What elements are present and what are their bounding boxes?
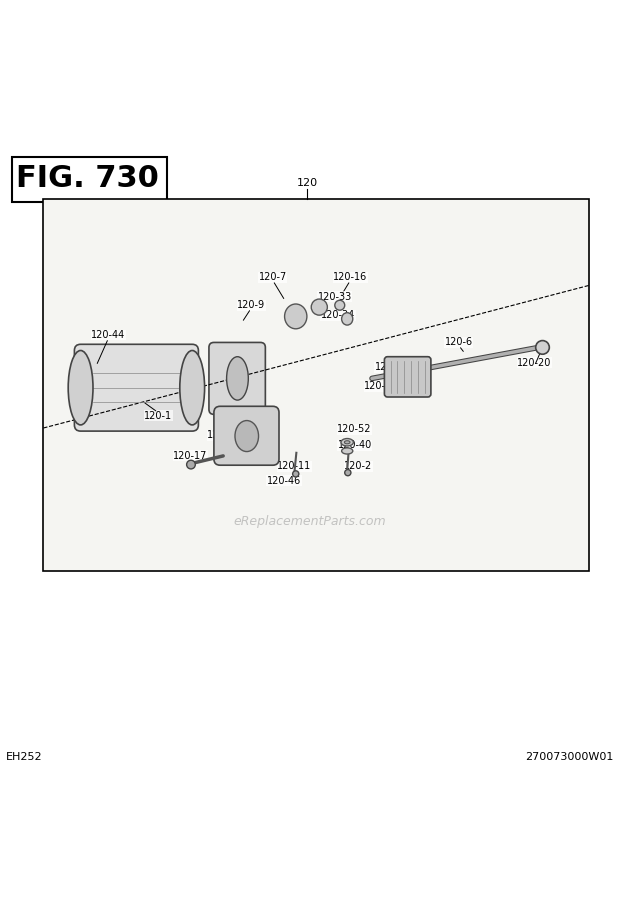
FancyBboxPatch shape (12, 157, 167, 202)
Text: 120: 120 (296, 178, 317, 188)
Text: 120-4: 120-4 (364, 382, 392, 391)
Ellipse shape (285, 304, 307, 329)
Ellipse shape (235, 420, 259, 452)
Text: EH252: EH252 (6, 752, 43, 762)
Text: 120-23: 120-23 (374, 363, 409, 372)
Text: eReplacementParts.com: eReplacementParts.com (234, 514, 386, 528)
Text: 120-33: 120-33 (317, 292, 352, 301)
Text: 270073000W01: 270073000W01 (525, 752, 614, 762)
Text: 120-1: 120-1 (144, 410, 172, 420)
Text: 120-52: 120-52 (337, 424, 372, 434)
Ellipse shape (187, 460, 195, 469)
Ellipse shape (335, 300, 345, 310)
Text: 120-20: 120-20 (517, 358, 552, 368)
Text: 120-6: 120-6 (445, 338, 473, 347)
Text: 120-2: 120-2 (344, 462, 373, 472)
Ellipse shape (345, 441, 350, 443)
Ellipse shape (342, 448, 353, 454)
Text: 120-11: 120-11 (277, 462, 312, 472)
FancyBboxPatch shape (384, 357, 431, 397)
Text: FIG. 730: FIG. 730 (16, 164, 158, 194)
Text: 120-22: 120-22 (215, 412, 250, 422)
Ellipse shape (68, 351, 93, 425)
Text: 120-16: 120-16 (333, 273, 368, 283)
Ellipse shape (293, 471, 299, 477)
Ellipse shape (311, 299, 327, 315)
Ellipse shape (341, 439, 353, 446)
Text: 120-40: 120-40 (337, 441, 372, 451)
Bar (43, 198, 589, 571)
Ellipse shape (536, 341, 549, 354)
Text: 120-46: 120-46 (267, 476, 301, 486)
Text: 120-44: 120-44 (91, 330, 126, 340)
Ellipse shape (180, 351, 205, 425)
Text: 120-34: 120-34 (321, 310, 355, 320)
Ellipse shape (342, 313, 353, 325)
Ellipse shape (227, 357, 248, 400)
FancyBboxPatch shape (214, 407, 279, 465)
Text: 120-41: 120-41 (207, 431, 242, 441)
Text: 120-17: 120-17 (173, 451, 208, 461)
Ellipse shape (345, 469, 351, 476)
FancyBboxPatch shape (209, 342, 265, 414)
Text: 120-7: 120-7 (259, 273, 287, 283)
FancyBboxPatch shape (74, 344, 198, 431)
Text: 120-9: 120-9 (237, 300, 265, 310)
